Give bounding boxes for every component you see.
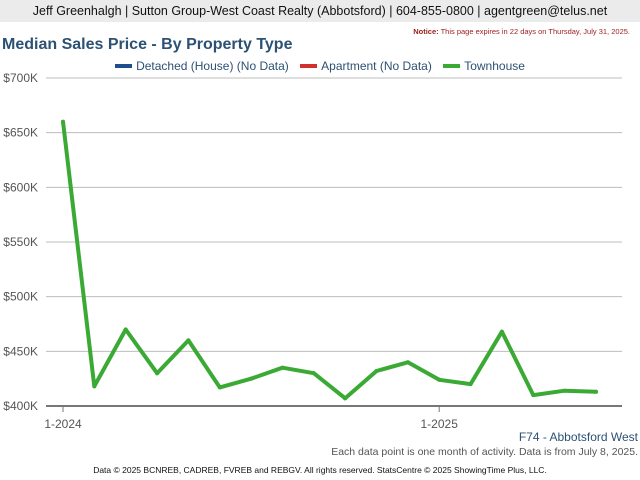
- notice-label: Notice:: [413, 27, 439, 36]
- data-point: [123, 327, 128, 332]
- chart-legend: Detached (House) (No Data) Apartment (No…: [0, 57, 640, 73]
- y-tick-label: $700K: [3, 71, 38, 85]
- data-point: [343, 396, 348, 401]
- expiry-notice: Notice: This page expires in 22 days on …: [413, 27, 630, 36]
- data-point: [437, 377, 442, 382]
- agent-header: Jeff Greenhalgh | Sutton Group-West Coas…: [0, 0, 640, 22]
- y-tick-label: $400K: [3, 399, 38, 413]
- line-chart: $400K $450K $500K $550K $600K $650K $700K 1-202…: [3, 71, 622, 430]
- legend-item-apartment[interactable]: Apartment (No Data): [300, 59, 432, 73]
- data-point: [531, 393, 536, 398]
- data-point: [249, 376, 254, 381]
- data-point: [186, 338, 191, 343]
- data-point: [562, 388, 567, 393]
- notice-text: This page expires in 22 days on Thursday…: [440, 27, 630, 36]
- x-tick-label: 1-2024: [44, 417, 82, 430]
- y-tick-label: $650K: [3, 126, 38, 140]
- data-point: [468, 382, 473, 387]
- y-tick-label: $600K: [3, 180, 38, 194]
- x-tick-label: 1-2025: [421, 417, 459, 430]
- y-tick-label: $500K: [3, 290, 38, 304]
- legend-swatch-townhouse: [443, 64, 461, 68]
- legend-label-townhouse: Townhouse: [464, 59, 525, 73]
- chart-title: Median Sales Price - By Property Type: [2, 36, 293, 53]
- legend-swatch-apartment: [300, 64, 318, 68]
- legend-item-detached[interactable]: Detached (House) (No Data): [115, 59, 289, 73]
- copyright-footer: Data © 2025 BCNREB, CADREB, FVREB and RE…: [93, 465, 547, 475]
- region-label: F74 - Abbotsford West: [518, 430, 638, 444]
- data-point: [217, 385, 222, 390]
- data-note: Each data point is one month of activity…: [331, 446, 638, 458]
- data-point: [280, 365, 285, 370]
- y-tick-label: $450K: [3, 344, 38, 358]
- data-point: [61, 119, 65, 124]
- y-tick-label: $550K: [3, 235, 38, 249]
- data-point: [374, 369, 379, 374]
- data-point: [311, 371, 316, 376]
- legend-swatch-detached: [115, 64, 133, 68]
- agent-header-text: Jeff Greenhalgh | Sutton Group-West Coas…: [32, 4, 608, 18]
- data-point: [405, 360, 410, 365]
- data-point: [593, 389, 598, 394]
- legend-label-detached: Detached (House) (No Data): [136, 59, 289, 73]
- data-point: [155, 371, 160, 376]
- data-point: [92, 384, 97, 389]
- legend-label-apartment: Apartment (No Data): [321, 59, 432, 73]
- legend-item-townhouse[interactable]: Townhouse: [443, 59, 525, 73]
- data-point: [499, 329, 504, 334]
- series-line-townhouse: [61, 119, 598, 401]
